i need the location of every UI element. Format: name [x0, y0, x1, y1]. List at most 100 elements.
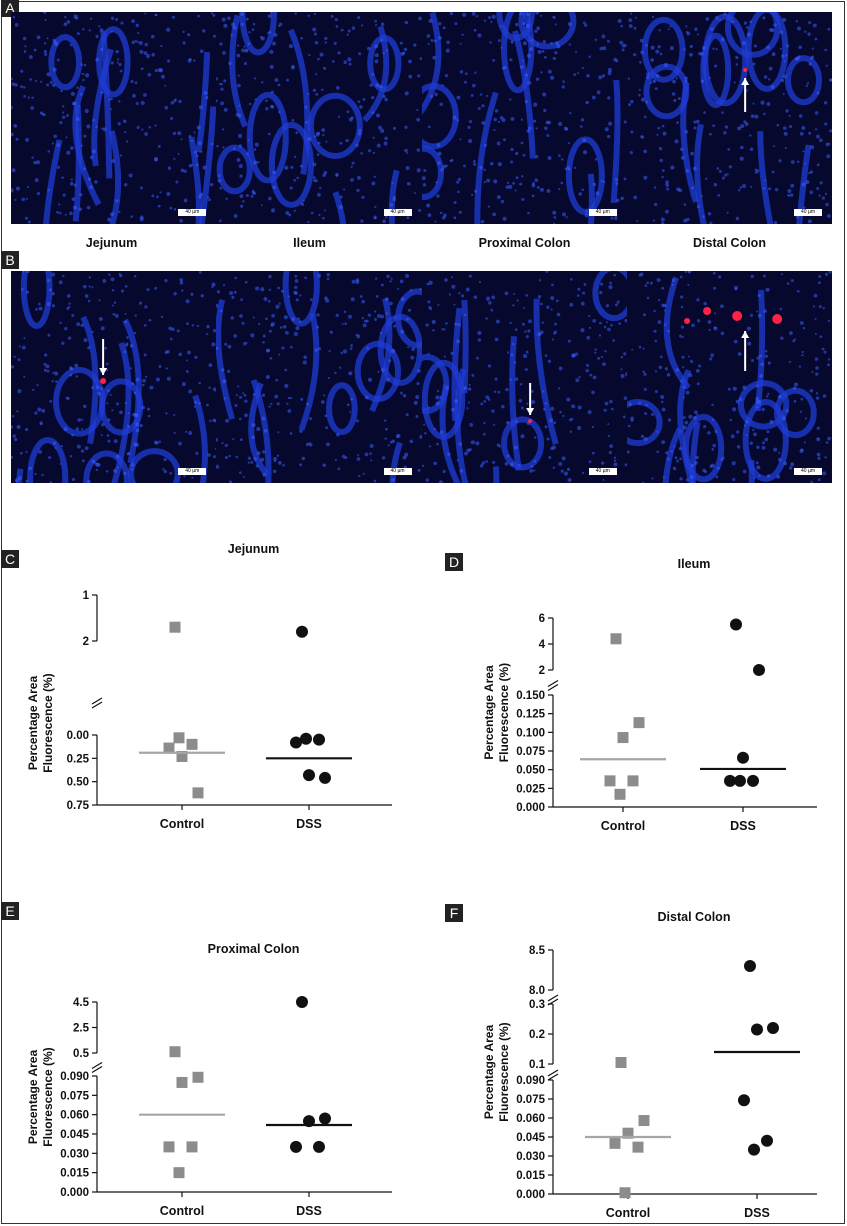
- nucleus: [240, 298, 244, 301]
- nucleus: [319, 186, 322, 190]
- nucleus: [314, 12, 317, 16]
- nucleus: [66, 307, 70, 311]
- data-point-dss: [748, 1143, 760, 1156]
- villus: [508, 336, 522, 471]
- nucleus: [154, 68, 158, 73]
- nucleus: [377, 143, 381, 148]
- nucleus: [817, 456, 821, 460]
- nucleus: [422, 168, 426, 172]
- nucleus: [637, 401, 642, 405]
- tissue-image: [216, 271, 422, 483]
- nucleus: [78, 207, 83, 212]
- nucleus: [326, 273, 331, 277]
- nucleus: [98, 25, 101, 28]
- data-point-control: [163, 742, 175, 754]
- nucleus: [237, 83, 242, 88]
- nucleus: [281, 289, 285, 293]
- nucleus: [95, 57, 99, 62]
- nucleus: [687, 271, 691, 274]
- nucleus: [165, 412, 168, 415]
- nucleus: [566, 467, 570, 471]
- nucleus: [102, 279, 107, 283]
- nucleus: [526, 211, 530, 215]
- nucleus: [116, 58, 120, 61]
- nucleus: [431, 55, 436, 60]
- nucleus: [601, 362, 606, 367]
- nucleus: [772, 145, 776, 148]
- nucleus: [134, 314, 137, 317]
- nucleus: [322, 463, 327, 467]
- nucleus: [780, 78, 784, 83]
- y-axis-label-line: Fluorescence (%): [497, 1022, 511, 1121]
- nucleus: [525, 402, 529, 405]
- nucleus: [752, 432, 757, 437]
- nucleus: [453, 22, 457, 26]
- nucleus: [773, 221, 777, 224]
- nucleus: [711, 448, 714, 451]
- nucleus: [484, 460, 488, 463]
- data-point-control: [173, 1167, 185, 1179]
- nucleus: [202, 165, 207, 170]
- nucleus: [51, 380, 54, 383]
- nucleus: [216, 144, 219, 148]
- region-label-proximal-colon: Proximal Colon: [478, 236, 571, 250]
- nucleus: [485, 178, 490, 183]
- nucleus: [799, 321, 804, 325]
- nucleus: [569, 430, 572, 434]
- nucleus: [582, 150, 587, 155]
- nucleus: [651, 477, 654, 480]
- nuclei: [216, 273, 422, 483]
- nucleus: [455, 118, 459, 122]
- nucleus: [139, 49, 144, 54]
- nucleus: [809, 145, 814, 150]
- nucleus: [294, 155, 297, 158]
- nucleus: [151, 194, 155, 198]
- nucleus: [270, 90, 275, 94]
- nucleus: [133, 331, 137, 335]
- nucleus: [435, 401, 440, 406]
- nucleus: [561, 456, 566, 461]
- y-tick-label: 0.3: [529, 999, 545, 1011]
- nucleus: [598, 46, 603, 51]
- y-tick-label: 0.075: [516, 746, 545, 758]
- nucleus: [682, 385, 685, 389]
- crypt: [682, 413, 724, 483]
- nucleus: [688, 52, 693, 57]
- nucleus: [48, 456, 52, 460]
- data-point-dss: [303, 769, 315, 782]
- nucleus: [83, 63, 87, 67]
- nucleus: [193, 131, 196, 134]
- y-tick-label: 0.075: [60, 1090, 89, 1102]
- nucleus: [431, 319, 436, 325]
- villus: [421, 12, 441, 116]
- nucleus: [758, 374, 763, 378]
- scale-bar: 40 µm: [588, 468, 617, 475]
- nucleus: [653, 309, 656, 313]
- nucleus: [819, 181, 823, 185]
- nucleus: [455, 180, 459, 184]
- nucleus: [739, 156, 744, 161]
- nucleus: [539, 187, 544, 192]
- nucleus: [165, 367, 168, 370]
- crypt: [96, 26, 131, 98]
- nucleus: [44, 18, 47, 22]
- tissue-image: [216, 12, 422, 224]
- nucleus: [483, 19, 486, 22]
- nucleus: [492, 179, 497, 184]
- data-point-control: [192, 1071, 204, 1083]
- nucleus: [452, 115, 457, 120]
- nucleus: [602, 181, 605, 184]
- nucleus: [335, 458, 338, 462]
- nucleus: [43, 353, 48, 357]
- nucleus: [545, 120, 549, 125]
- nucleus: [351, 26, 356, 30]
- nucleus: [381, 283, 384, 287]
- nucleus: [479, 402, 483, 406]
- nucleus: [382, 219, 387, 224]
- nucleus: [233, 214, 238, 218]
- nucleus: [362, 98, 366, 101]
- nucleus: [380, 38, 383, 42]
- nucleus: [113, 301, 117, 304]
- nucleus: [100, 91, 103, 94]
- nucleus: [576, 287, 580, 291]
